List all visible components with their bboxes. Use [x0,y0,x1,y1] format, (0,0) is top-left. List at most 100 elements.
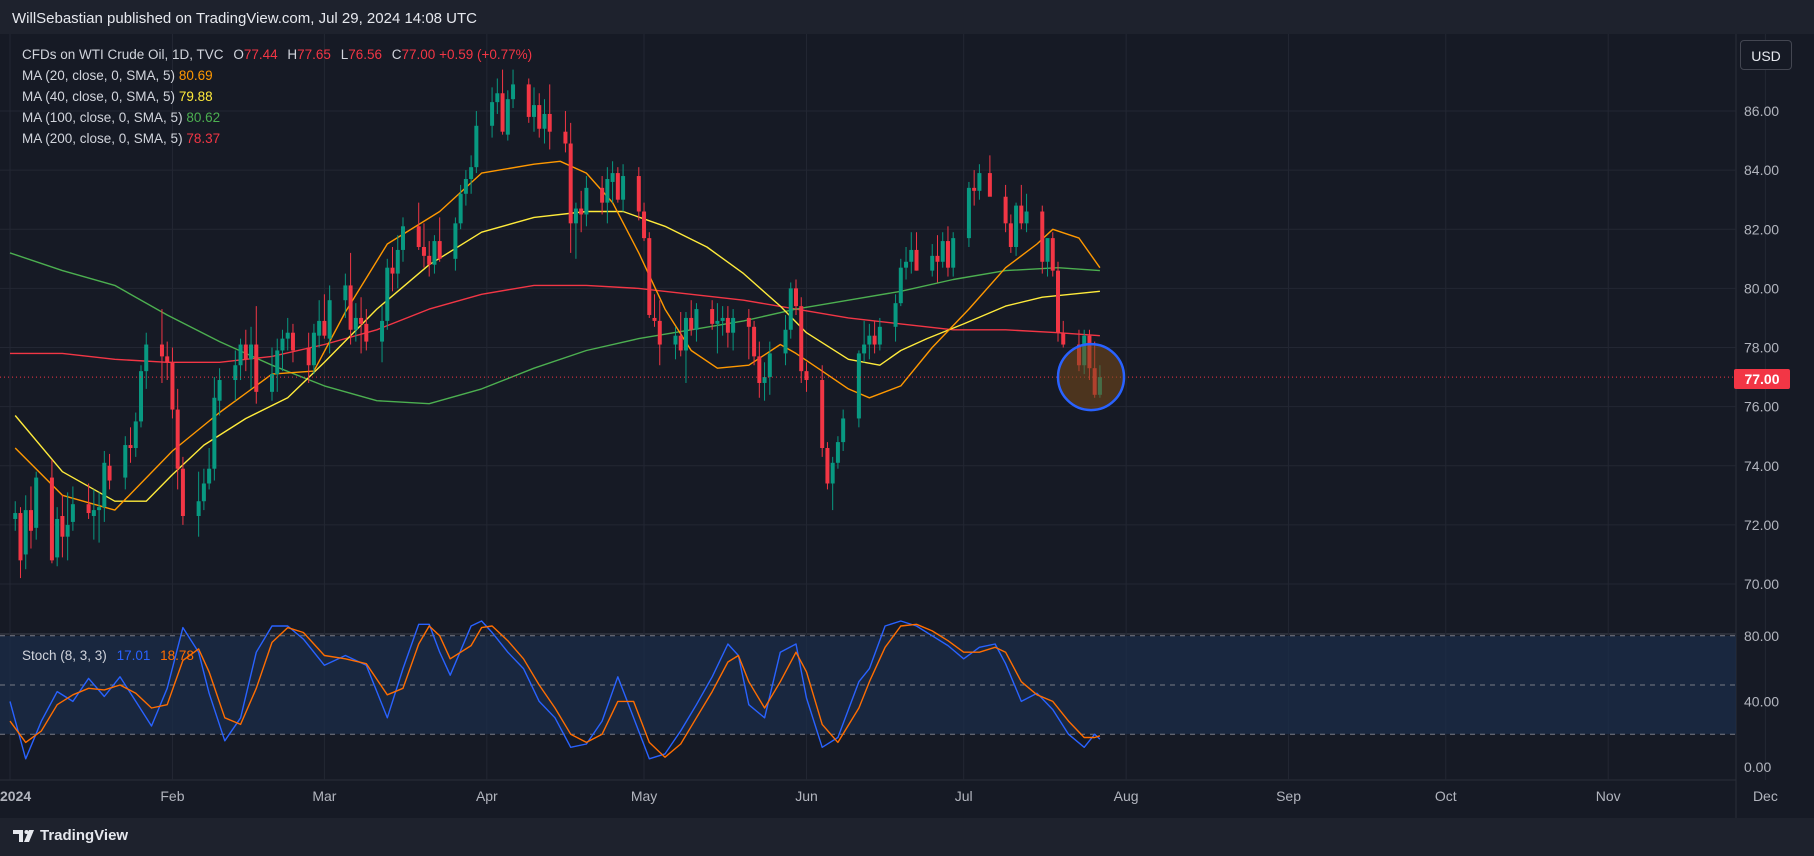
candle[interactable] [951,232,956,277]
candle[interactable] [285,317,290,351]
candle[interactable] [762,362,767,401]
candle[interactable] [1024,193,1029,233]
candle[interactable] [70,486,75,531]
candle[interactable] [432,235,437,274]
candle[interactable] [395,235,400,289]
price-chart-canvas[interactable]: 86.00 84.00 82.00 80.00 78.00 76.00 74.00 72.00… [0,34,1814,818]
candle[interactable] [212,377,217,481]
highlight-circle[interactable] [1056,342,1126,412]
candle[interactable] [610,161,615,203]
candle[interactable] [280,329,285,372]
candle[interactable] [856,350,861,428]
candle[interactable] [243,329,248,372]
candle[interactable] [835,436,840,469]
candle[interactable] [18,507,23,579]
candle[interactable] [385,258,390,330]
candle[interactable] [317,300,322,348]
candle[interactable] [238,338,243,381]
candle[interactable] [935,235,940,283]
candle[interactable] [799,297,804,383]
candle[interactable] [1050,232,1055,277]
candle[interactable] [526,78,531,123]
candle[interactable] [657,300,662,366]
candle[interactable] [547,84,552,150]
candle[interactable] [636,167,641,221]
candle[interactable] [904,246,909,280]
ma20-legend[interactable]: MA (20, close, 0, SMA, 5) 80.69 [22,65,532,86]
candle[interactable] [794,279,798,315]
candle[interactable] [694,303,699,342]
candle[interactable] [788,282,793,339]
candle[interactable] [647,232,652,318]
candle[interactable] [584,176,589,227]
candle[interactable] [97,492,102,543]
candle[interactable] [23,495,28,570]
candle[interactable] [725,306,730,348]
candle[interactable] [469,155,474,194]
candle[interactable] [1040,205,1045,274]
candle[interactable] [421,223,426,268]
candle[interactable] [505,90,510,141]
candle[interactable] [427,241,432,277]
candle[interactable] [175,388,180,490]
candle[interactable] [966,181,971,247]
candle[interactable] [144,332,149,389]
candle[interactable] [652,294,657,327]
candle[interactable] [972,170,977,206]
candle[interactable] [579,190,584,233]
candle[interactable] [196,471,201,537]
candle[interactable] [123,436,128,490]
candle[interactable] [573,202,578,259]
candle[interactable] [270,347,274,401]
candle[interactable] [841,409,846,451]
candle[interactable] [746,309,751,360]
candle[interactable] [474,111,479,174]
candle[interactable] [893,294,898,342]
candle[interactable] [390,246,395,292]
currency-button[interactable]: USD [1740,40,1792,70]
candle[interactable] [678,312,683,357]
candle[interactable] [165,341,170,381]
candle[interactable] [532,87,536,132]
candle[interactable] [60,495,65,558]
candle[interactable] [458,184,463,230]
candle[interactable] [914,232,919,271]
candle[interactable] [49,459,54,564]
candle[interactable] [416,202,421,250]
candle[interactable] [757,341,762,398]
candle[interactable] [170,347,175,419]
candle[interactable] [107,453,112,490]
candle[interactable] [139,365,143,428]
candle[interactable] [133,412,138,457]
candle[interactable] [710,300,715,330]
candle[interactable] [254,306,259,404]
candle[interactable] [898,258,903,307]
candle[interactable] [86,483,91,519]
ma40-legend[interactable]: MA (40, close, 0, SMA, 5) 79.88 [22,86,532,107]
candle[interactable] [348,252,353,345]
candle[interactable] [306,332,311,383]
candle[interactable] [1014,202,1019,256]
candle[interactable] [453,217,458,271]
candle[interactable] [605,167,610,224]
candle[interactable] [322,294,327,339]
candle[interactable] [689,300,694,336]
candle[interactable] [930,244,935,277]
candle[interactable] [642,202,647,242]
candle[interactable] [615,167,620,203]
candle[interactable] [207,448,212,490]
candle[interactable] [820,365,825,457]
candle[interactable] [359,297,364,354]
candle[interactable] [1003,184,1008,233]
candle[interactable] [249,326,254,389]
candle[interactable] [275,338,280,392]
candle[interactable] [830,456,835,511]
candle[interactable] [542,99,547,144]
candle[interactable] [1045,238,1050,277]
candle[interactable] [940,232,945,268]
candle[interactable] [65,492,70,561]
candle[interactable] [91,489,96,540]
candle[interactable] [621,164,626,212]
candle[interactable] [877,317,882,351]
candle[interactable] [437,217,442,262]
